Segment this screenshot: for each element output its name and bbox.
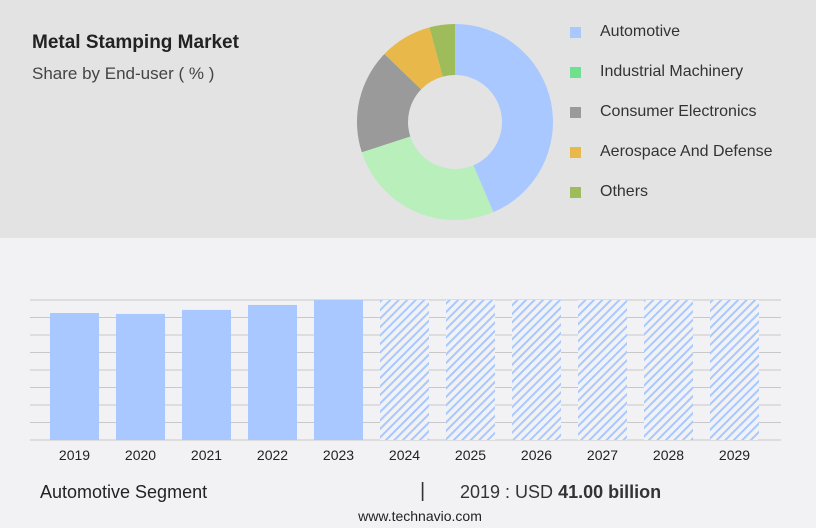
- legend-item: Automotive: [570, 12, 773, 52]
- legend-label: Automotive: [600, 23, 681, 40]
- x-tick-label: 2024: [389, 447, 420, 463]
- x-tick-label: 2025: [455, 447, 486, 463]
- value: 41.00 billion: [558, 482, 662, 502]
- legend-swatch: [570, 106, 581, 118]
- x-tick-label: 2022: [257, 447, 288, 463]
- x-tick-label: 2027: [587, 447, 618, 463]
- legend-swatch: [570, 26, 581, 38]
- bar-2028: [644, 300, 693, 440]
- legend-swatch: [570, 186, 581, 198]
- bar-2021: [182, 309, 231, 440]
- source-url: www.technavio.com: [358, 508, 482, 524]
- legend-swatch: [570, 146, 581, 158]
- bar-2019: [50, 313, 99, 440]
- legend-label: Consumer Electronics: [600, 103, 757, 120]
- x-tick-label: 2023: [323, 447, 354, 463]
- bar-2029: [710, 300, 759, 440]
- donut-slice-industrial-machinery: [361, 136, 494, 220]
- separator: |: [420, 480, 426, 502]
- chart-title: Metal Stamping Market: [32, 32, 239, 53]
- chart-subtitle: Share by End-user ( % ): [32, 64, 215, 83]
- legend: Automotive Industrial Machinery Consumer E…: [570, 12, 773, 212]
- segment-value: 2019 : USD 41.00 billion: [460, 482, 661, 503]
- legend-item: Others: [570, 172, 773, 212]
- legend-item: Industrial Machinery: [570, 52, 773, 92]
- x-tick-label: 2028: [653, 447, 684, 463]
- legend-label: Others: [600, 183, 649, 200]
- bar-2020: [116, 313, 165, 440]
- bar-2027: [578, 300, 627, 440]
- legend-item: Aerospace And Defense: [570, 132, 773, 172]
- x-tick-label: 2026: [521, 447, 552, 463]
- legend-label: Industrial Machinery: [600, 63, 744, 80]
- donut-slice-others: [429, 24, 455, 77]
- legend-item: Consumer Electronics: [570, 92, 773, 132]
- bar-2026: [512, 300, 561, 440]
- legend-swatch: [570, 66, 581, 78]
- donut-chart: [357, 24, 553, 220]
- bar-2023: [314, 300, 363, 440]
- x-tick-label: 2019: [59, 447, 90, 463]
- x-tick-label: 2020: [125, 447, 156, 463]
- donut-slice-consumer-electronics: [357, 54, 422, 153]
- bar-2024: [380, 300, 429, 440]
- donut-slice-aerospace-and-defense: [384, 27, 443, 90]
- x-tick-label: 2021: [191, 447, 222, 463]
- legend-label: Aerospace And Defense: [600, 143, 773, 160]
- bar-2025: [446, 300, 495, 440]
- donut-slice-automotive: [455, 24, 553, 213]
- bar-2022: [248, 304, 297, 440]
- year-label: 2019 : USD: [460, 482, 554, 502]
- bar-chart: 2019 2020 2021 2022 2023 2024 2025 2026 2027 2028…: [30, 299, 781, 463]
- segment-label: Automotive Segment: [40, 482, 208, 502]
- x-tick-label: 2029: [719, 447, 750, 463]
